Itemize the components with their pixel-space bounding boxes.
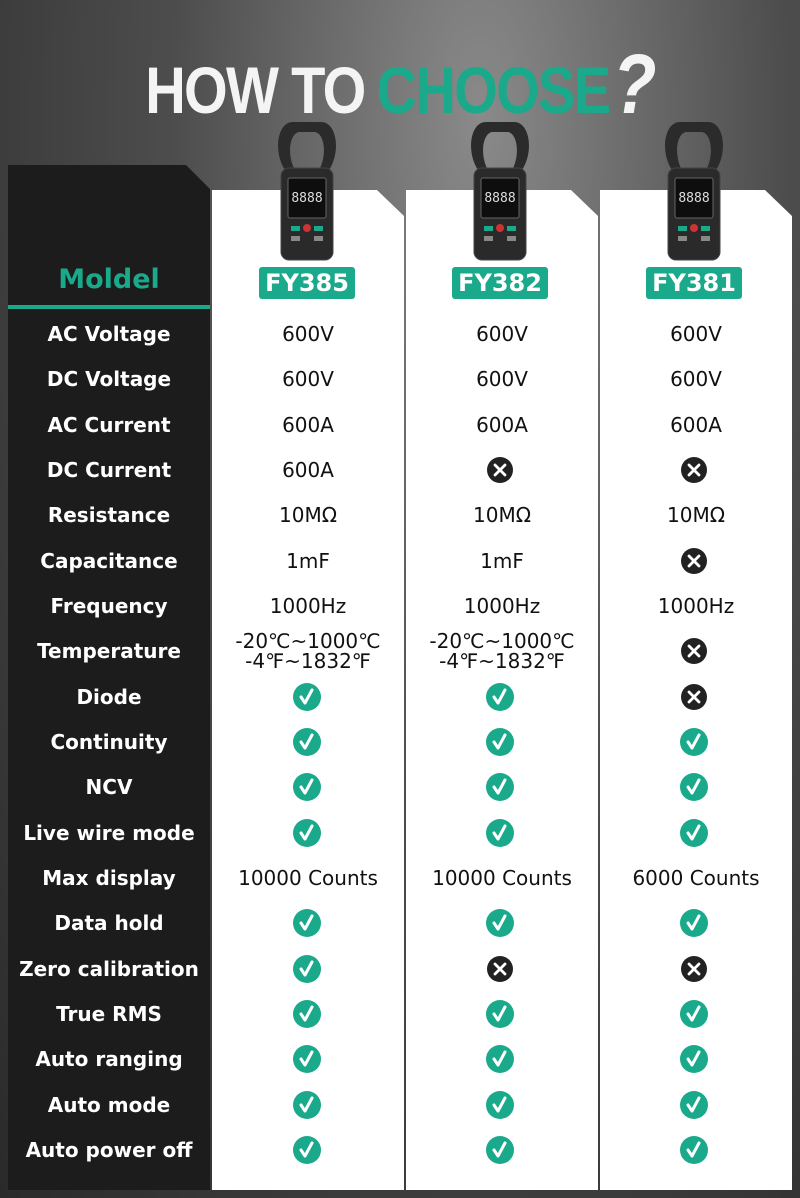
feature-label: NCV (85, 775, 133, 800)
check-icon (680, 773, 708, 802)
cell-value: 600V (476, 367, 528, 392)
check-icon (486, 1090, 514, 1119)
check-icon (293, 773, 321, 802)
check-icon (680, 1045, 708, 1074)
cell-value: 10MΩ (667, 503, 725, 528)
check-icon (293, 682, 321, 711)
cell-value: 1mF (286, 548, 330, 573)
check-icon (293, 999, 321, 1028)
title-part: HOW TO (145, 53, 366, 127)
check-icon (293, 1135, 321, 1164)
check-icon (293, 1090, 321, 1119)
cell-value: 10MΩ (473, 503, 531, 528)
feature-label: DC Voltage (46, 367, 172, 392)
cross-icon (487, 955, 513, 982)
cell-value: 1000Hz (463, 593, 541, 618)
cell-value: 600V (670, 367, 722, 392)
check-icon (680, 1135, 708, 1164)
feature-label: Resistance (47, 503, 171, 528)
check-icon (486, 727, 514, 756)
check-icon (293, 1045, 321, 1074)
check-icon (486, 909, 514, 938)
product-images: 8888 (277, 121, 724, 261)
check-icon (680, 727, 708, 756)
cross-icon (681, 547, 707, 574)
cell-value: 1000Hz (269, 593, 347, 618)
cell-value: -20℃~1000℃ -4℉~1832℉ (235, 629, 381, 674)
header-underline (8, 305, 210, 309)
cell-value: 6000 Counts (632, 865, 760, 890)
feature-label: Continuity (50, 729, 168, 754)
feature-label: Frequency (50, 593, 168, 618)
feature-label: Diode (76, 684, 142, 709)
feature-label: Data hold (54, 911, 164, 936)
feature-label: AC Current (47, 412, 171, 437)
feature-label: Temperature (37, 639, 181, 664)
cell-value: 600V (476, 322, 528, 346)
feature-label: AC Voltage (47, 322, 171, 346)
cell-value: 600A (670, 412, 722, 437)
feature-label: DC Current (46, 457, 172, 482)
check-icon (680, 818, 708, 847)
check-icon (486, 818, 514, 847)
cell-value: 600V (282, 367, 334, 392)
check-icon (293, 727, 321, 756)
cell-value: 10000 Counts (432, 865, 572, 890)
check-icon (680, 1090, 708, 1119)
check-icon (293, 954, 321, 983)
cell-value: 10MΩ (279, 503, 337, 528)
cross-icon (681, 456, 707, 483)
feature-label: Max display (42, 865, 176, 890)
model-label: FY385 (259, 267, 355, 299)
feature-label: True RMS (56, 1001, 162, 1026)
title-part: CHOOSE (376, 53, 612, 127)
cell-value: 600A (282, 457, 334, 482)
cross-icon (681, 955, 707, 982)
model-label: FY381 (646, 267, 742, 299)
model-label: FY382 (452, 267, 548, 299)
cell-value: 600V (282, 322, 334, 346)
feature-label: Auto power off (25, 1137, 193, 1162)
check-icon (486, 999, 514, 1028)
feature-column (8, 165, 210, 1190)
feature-label: Live wire mode (23, 820, 195, 845)
cell-value: 600A (282, 412, 334, 437)
cross-icon (681, 638, 707, 665)
cross-icon (681, 683, 707, 710)
check-icon (486, 1135, 514, 1164)
feature-label: Auto ranging (35, 1047, 183, 1072)
title-part: ? (612, 37, 657, 131)
feature-label: Zero calibration (19, 956, 199, 981)
cell-value: 10000 Counts (238, 865, 378, 890)
check-icon (486, 682, 514, 711)
feature-label: Auto mode (47, 1092, 171, 1117)
header-label: Moldel (58, 264, 160, 295)
check-icon (293, 818, 321, 847)
cell-value: 600V (670, 322, 722, 346)
cell-value: 1mF (480, 548, 524, 573)
feature-label: Capacitance (40, 548, 178, 573)
cell-value: 1000Hz (657, 593, 735, 618)
check-icon (486, 1045, 514, 1074)
check-icon (293, 909, 321, 938)
check-icon (486, 773, 514, 802)
check-icon (680, 909, 708, 938)
cross-icon (487, 456, 513, 483)
cell-value: -20℃~1000℃ -4℉~1832℉ (429, 629, 575, 674)
check-icon (680, 999, 708, 1028)
title: HOW TO CHOOSE? (60, 36, 740, 133)
cell-value: 600A (476, 412, 528, 437)
